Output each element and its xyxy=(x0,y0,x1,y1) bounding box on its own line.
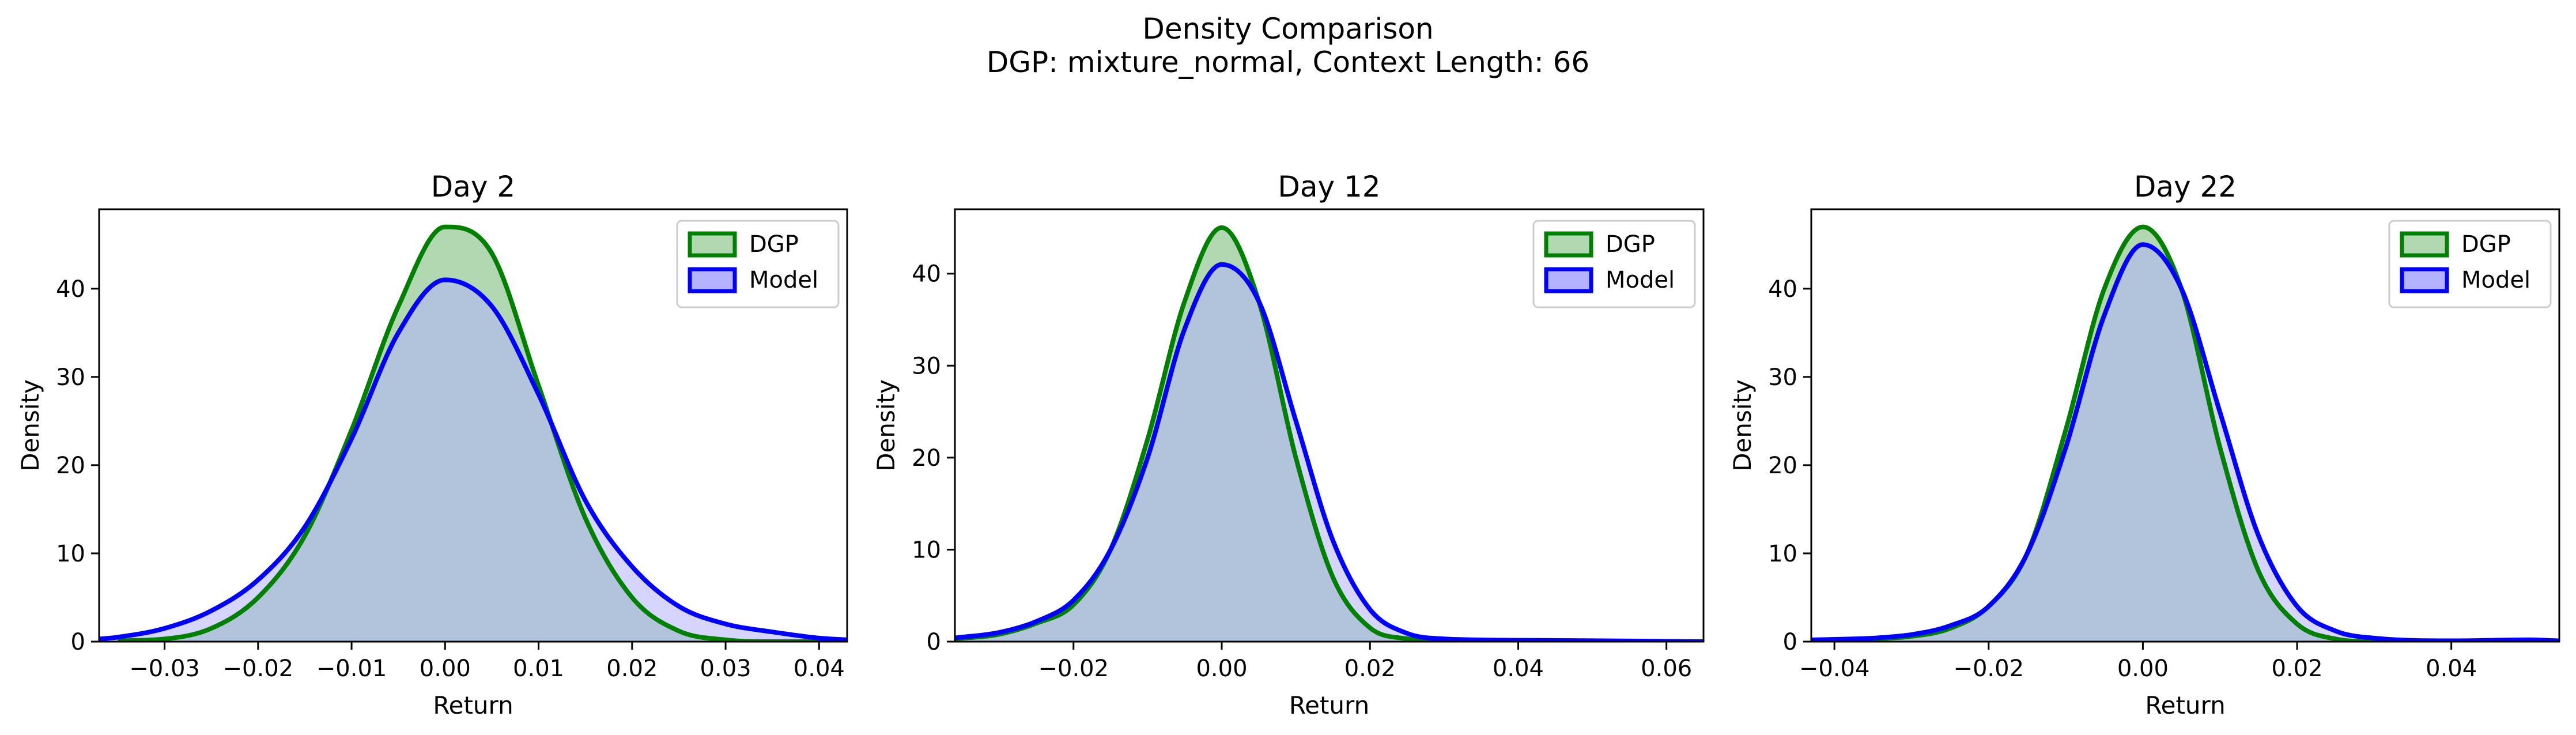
legend-swatch-model xyxy=(1544,267,1593,293)
y-tick-label: 20 xyxy=(912,445,941,472)
series-line-model xyxy=(1811,242,2559,642)
series-area-model xyxy=(1811,244,2559,642)
plot-area xyxy=(99,224,847,642)
figure-title-line2: DGP: mixture_normal, Context Length: 66 xyxy=(987,46,1589,79)
x-tick-label: 0.06 xyxy=(1641,655,1692,682)
figure-title-line1: Density Comparison xyxy=(1142,12,1433,46)
y-tick-label: 20 xyxy=(1768,453,1797,479)
panel-title: Day 12 xyxy=(1278,170,1380,203)
x-axis-label: Return xyxy=(433,691,513,719)
x-tick-label: 0.04 xyxy=(794,655,845,682)
series-area-model xyxy=(955,264,1704,642)
legend: DGP Model xyxy=(676,220,840,308)
y-tick-label: 30 xyxy=(56,364,85,391)
y-tick-label: 30 xyxy=(1768,364,1797,391)
legend-swatch-model xyxy=(688,267,737,293)
legend-label-model: Model xyxy=(1606,267,1675,293)
x-tick-label: 0.04 xyxy=(1493,655,1544,682)
y-axis-label: Density xyxy=(16,379,44,472)
x-tick-label: 0.00 xyxy=(1196,655,1247,682)
x-tick-label: −0.02 xyxy=(1038,655,1109,682)
y-tick-label: 0 xyxy=(71,629,85,655)
series-line-model xyxy=(99,277,847,642)
panels-group: −0.03 −0.02 −0.01 0.00 0.01 0.02 0.03 0.04 0 10 20… xyxy=(16,170,2560,719)
axes-frame xyxy=(954,208,1705,643)
y-tick-label: 10 xyxy=(56,541,85,567)
x-axis-label: Return xyxy=(1289,691,1369,719)
x-tick-label: 0.02 xyxy=(2271,655,2322,682)
chart-panel-3: −0.04 −0.02 0.00 0.02 0.04 0 10 20 30 40 Day 22 Ret… xyxy=(1728,170,2560,719)
series-area-model xyxy=(99,280,847,642)
series-line-model xyxy=(955,262,1704,642)
y-axis-label: Density xyxy=(872,379,900,472)
y-tick-label: 40 xyxy=(912,261,941,288)
legend: DGP Model xyxy=(2388,220,2552,308)
x-tick-label: −0.02 xyxy=(223,655,294,682)
legend-label-model: Model xyxy=(749,267,818,293)
x-tick-label: 0.00 xyxy=(2117,655,2169,682)
axes-frame xyxy=(1810,208,2560,643)
y-tick-label: 40 xyxy=(1768,276,1797,303)
legend-label-dgp: DGP xyxy=(1606,231,1655,258)
panel-title: Day 2 xyxy=(431,170,515,203)
x-tick-label: 0.03 xyxy=(700,655,751,682)
y-tick-label: 10 xyxy=(912,537,941,563)
x-tick-label: −0.01 xyxy=(316,655,387,682)
axes-frame xyxy=(98,208,848,643)
y-tick-label: 40 xyxy=(56,276,85,303)
legend: DGP Model xyxy=(1532,220,1696,308)
x-tick-label: −0.03 xyxy=(129,655,200,682)
chart-panel-1: −0.03 −0.02 −0.01 0.00 0.01 0.02 0.03 0.04 0 10 20… xyxy=(16,170,848,719)
series-line-dgp xyxy=(118,224,847,642)
legend-label-model: Model xyxy=(2461,267,2530,293)
x-tick-label: −0.04 xyxy=(1799,655,1870,682)
x-tick-label: 0.02 xyxy=(606,655,658,682)
legend-swatch-model xyxy=(2400,267,2449,293)
y-tick-label: 30 xyxy=(912,353,941,379)
y-axis-label: Density xyxy=(1728,379,1757,472)
chart-panel-2: −0.02 0.00 0.02 0.04 0.06 0 10 20 30 40 Day 12 Retu… xyxy=(872,170,1705,719)
x-tick-label: 0.00 xyxy=(420,655,471,682)
y-tick-label: 10 xyxy=(1768,541,1797,567)
x-tick-label: 0.01 xyxy=(513,655,564,682)
x-tick-label: 0.04 xyxy=(2426,655,2477,682)
legend-swatch-dgp xyxy=(1544,231,1593,258)
legend-swatch-dgp xyxy=(688,231,737,258)
y-tick-label: 20 xyxy=(56,453,85,479)
x-tick-label: −0.02 xyxy=(1953,655,2024,682)
panel-title: Day 22 xyxy=(2134,170,2237,203)
legend-swatch-dgp xyxy=(2400,231,2449,258)
x-axis-label: Return xyxy=(2145,691,2225,719)
legend-label-dgp: DGP xyxy=(749,231,799,258)
x-tick-label: 0.02 xyxy=(1344,655,1396,682)
y-tick-label: 0 xyxy=(927,629,941,655)
legend-label-dgp: DGP xyxy=(2461,231,2511,258)
y-tick-label: 0 xyxy=(1783,629,1797,655)
